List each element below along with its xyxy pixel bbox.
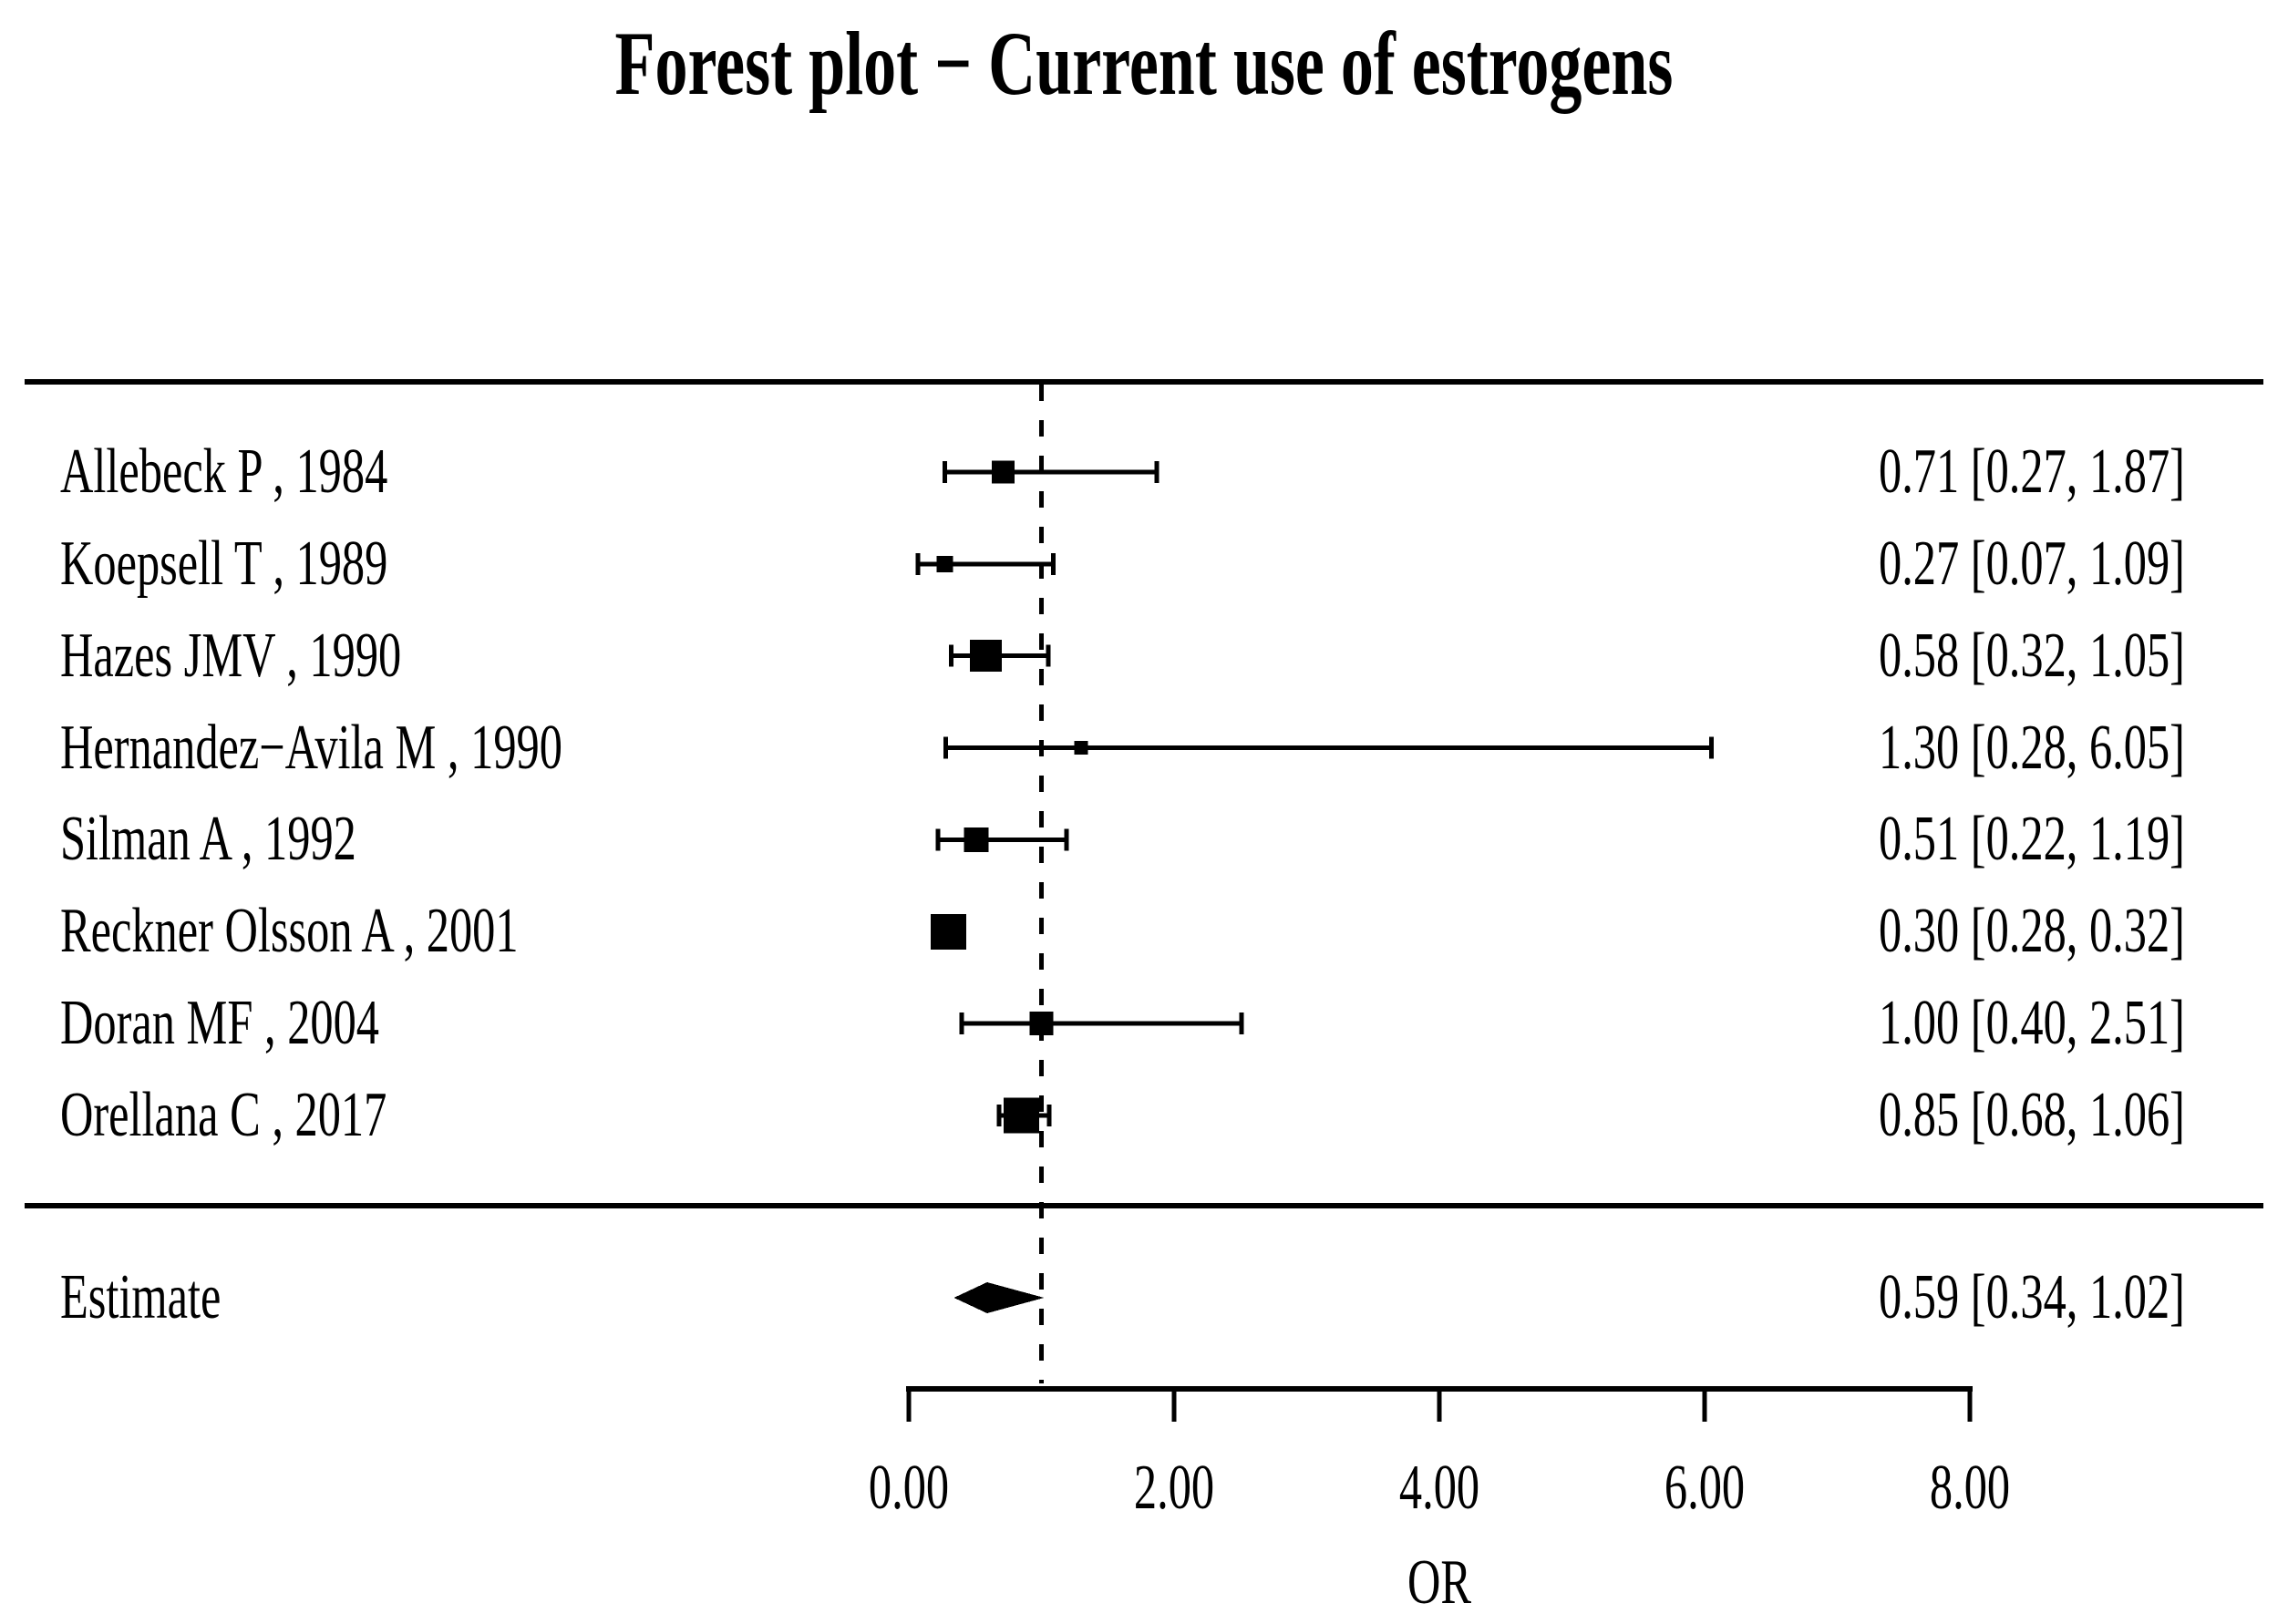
x-axis-title: OR [1407, 1547, 1472, 1618]
study-estimate-text: 1.30 [0.28, 6.05] [1879, 712, 2185, 783]
study-marker [1029, 1012, 1054, 1036]
summary-diamond [953, 1282, 1045, 1313]
study-estimate-text: 1.00 [0.40, 2.51] [1879, 988, 2185, 1059]
study-label: Hernandez−Avila M , 1990 [60, 712, 562, 783]
study-label: Silman A , 1992 [60, 804, 356, 875]
study-marker [1004, 1097, 1040, 1134]
divider-rule [25, 1203, 2263, 1208]
estimate-label: Estimate [60, 1262, 222, 1332]
top-rule [25, 379, 2263, 385]
study-label: Orellana C , 2017 [60, 1079, 387, 1150]
study-estimate-text: 0.58 [0.32, 1.05] [1879, 620, 2185, 691]
study-marker [936, 555, 953, 572]
chart-title: Forest plot − Current use of estrogens [614, 13, 1674, 114]
study-estimate-text: 0.85 [0.68, 1.06] [1879, 1079, 2185, 1150]
study-estimate-text: 0.30 [0.28, 0.32] [1879, 896, 2185, 967]
study-marker [1074, 741, 1088, 755]
study-marker [931, 913, 967, 950]
study-marker [991, 460, 1015, 484]
study-label: Koepsell T , 1989 [60, 528, 388, 599]
x-tick-label: 0.00 [868, 1453, 950, 1523]
x-tick-label: 2.00 [1133, 1453, 1215, 1523]
x-tick-label: 4.00 [1398, 1453, 1480, 1523]
study-label: Reckner Olsson A , 2001 [60, 896, 519, 967]
study-estimate-text: 0.27 [0.07, 1.09] [1879, 528, 2185, 599]
estimate-text: 0.59 [0.34, 1.02] [1879, 1262, 2185, 1332]
study-label: Allebeck P , 1984 [60, 437, 388, 507]
study-label: Hazes JMV , 1990 [60, 620, 402, 691]
study-marker [969, 640, 1002, 673]
study-marker [964, 827, 989, 852]
study-estimate-text: 0.71 [0.27, 1.87] [1879, 437, 2185, 507]
x-tick-label: 8.00 [1929, 1453, 2011, 1523]
x-tick-label: 6.00 [1664, 1453, 1746, 1523]
study-label: Doran MF , 2004 [60, 988, 379, 1059]
study-estimate-text: 0.51 [0.22, 1.19] [1879, 804, 2185, 875]
